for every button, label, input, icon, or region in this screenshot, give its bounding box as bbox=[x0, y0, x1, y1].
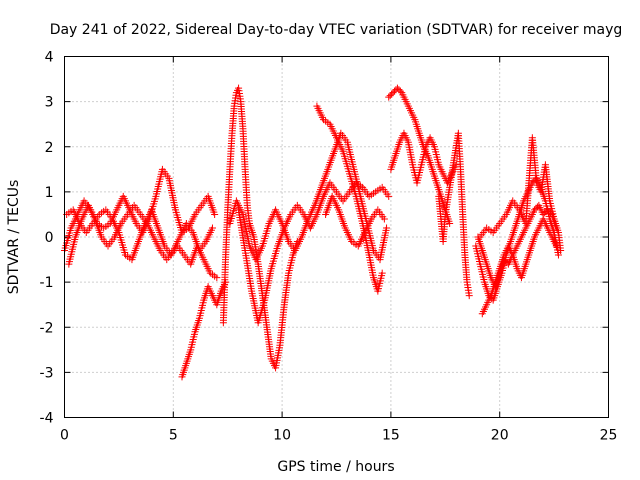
data-point bbox=[380, 215, 388, 223]
data-point bbox=[446, 219, 454, 227]
x-tick-label: 0 bbox=[60, 428, 69, 444]
series-track-d bbox=[178, 278, 230, 381]
plot-frame bbox=[64, 56, 609, 418]
data-point bbox=[395, 86, 403, 94]
data-point bbox=[465, 292, 473, 300]
y-tick-label: 3 bbox=[45, 95, 54, 111]
grid-layer bbox=[64, 56, 609, 418]
data-point bbox=[557, 247, 565, 255]
series-track-p bbox=[478, 215, 560, 318]
series-track-g bbox=[235, 179, 393, 327]
data-point bbox=[378, 269, 386, 277]
points-layer bbox=[61, 84, 565, 381]
y-tick-label: -3 bbox=[40, 365, 54, 381]
data-point bbox=[385, 93, 393, 101]
data-point bbox=[208, 224, 216, 232]
y-tick-label: -2 bbox=[40, 320, 54, 336]
series-track-e bbox=[219, 84, 301, 372]
data-point bbox=[385, 192, 393, 200]
y-tick-label: 1 bbox=[45, 185, 54, 201]
series-track-c bbox=[65, 201, 216, 268]
data-point bbox=[531, 206, 539, 214]
series-track-l bbox=[435, 129, 473, 300]
data-point bbox=[388, 90, 396, 98]
x-tick-label: 5 bbox=[169, 428, 178, 444]
data-point bbox=[396, 87, 404, 95]
y-tick-label: 4 bbox=[45, 50, 54, 66]
series-track-a bbox=[61, 165, 219, 255]
x-tick-label: 15 bbox=[382, 428, 400, 444]
y-axis-label: SDTVAR / TECUs bbox=[6, 180, 22, 295]
data-point bbox=[502, 257, 510, 265]
data-point bbox=[532, 204, 540, 212]
x-axis-label: GPS time / hours bbox=[277, 459, 394, 475]
y-tick-label: -1 bbox=[40, 275, 54, 291]
series-track-o bbox=[476, 134, 565, 255]
data-point bbox=[386, 92, 394, 100]
data-point bbox=[393, 84, 401, 92]
y-tick-label: -4 bbox=[40, 411, 54, 427]
series-track-n bbox=[474, 201, 560, 291]
x-tick-label: 20 bbox=[491, 428, 509, 444]
data-point bbox=[211, 210, 219, 218]
series-track-b bbox=[63, 206, 221, 282]
data-point bbox=[389, 89, 397, 97]
series-track-h bbox=[313, 102, 386, 295]
data-point bbox=[383, 224, 391, 232]
chart-title: Day 241 of 2022, Sidereal Day-to-day VTE… bbox=[50, 22, 623, 38]
data-point bbox=[554, 251, 562, 259]
data-point bbox=[544, 206, 552, 214]
y-tick-label: 2 bbox=[45, 140, 54, 156]
series-track-i bbox=[322, 192, 388, 250]
data-point bbox=[213, 274, 221, 282]
x-tick-label: 25 bbox=[600, 428, 618, 444]
data-point bbox=[552, 242, 560, 250]
y-tick-label: 0 bbox=[45, 230, 54, 246]
x-tick-label: 10 bbox=[273, 428, 291, 444]
